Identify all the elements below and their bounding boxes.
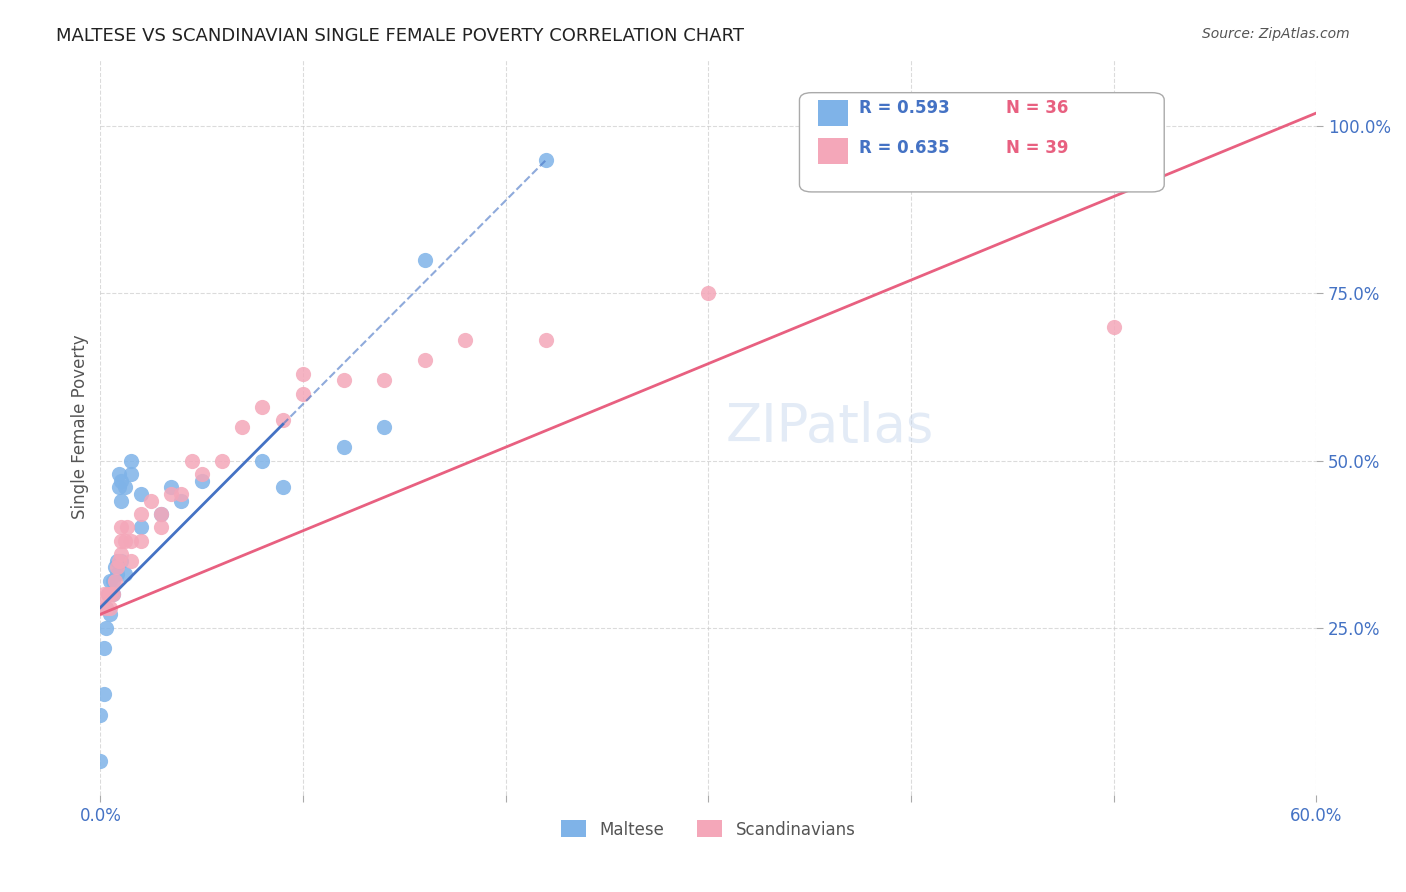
Point xyxy=(107,480,129,494)
Point xyxy=(110,554,132,568)
Point xyxy=(129,533,152,548)
Point xyxy=(93,640,115,655)
Point xyxy=(105,567,128,582)
Point xyxy=(129,520,152,534)
Point xyxy=(110,533,132,548)
Point xyxy=(115,520,138,534)
Point xyxy=(150,520,173,534)
Point xyxy=(103,574,125,588)
Point xyxy=(180,453,202,467)
Legend: Maltese, Scandinavians: Maltese, Scandinavians xyxy=(554,814,862,846)
Point xyxy=(100,574,122,588)
Point xyxy=(89,600,111,615)
Point xyxy=(332,440,354,454)
Point xyxy=(170,493,193,508)
Point xyxy=(93,688,115,702)
Point xyxy=(110,493,132,508)
Point xyxy=(105,554,128,568)
Point xyxy=(120,453,142,467)
Point xyxy=(107,467,129,481)
Bar xyxy=(818,138,848,164)
Text: Source: ZipAtlas.com: Source: ZipAtlas.com xyxy=(1202,27,1350,41)
Point xyxy=(160,487,183,501)
Text: N = 39: N = 39 xyxy=(1007,139,1069,157)
Point xyxy=(252,400,274,414)
Point xyxy=(110,520,132,534)
Point xyxy=(101,587,124,601)
Point xyxy=(110,547,132,561)
Point xyxy=(96,621,118,635)
Point xyxy=(129,507,152,521)
Point xyxy=(170,487,193,501)
Point xyxy=(100,587,122,601)
Point xyxy=(373,373,395,387)
Point xyxy=(373,420,395,434)
Y-axis label: Single Female Poverty: Single Female Poverty xyxy=(72,334,89,519)
Point xyxy=(1102,319,1125,334)
Point xyxy=(534,153,557,167)
Point xyxy=(89,754,111,768)
Point xyxy=(332,373,354,387)
Text: R = 0.635: R = 0.635 xyxy=(859,139,949,157)
Point xyxy=(97,587,120,601)
Text: MALTESE VS SCANDINAVIAN SINGLE FEMALE POVERTY CORRELATION CHART: MALTESE VS SCANDINAVIAN SINGLE FEMALE PO… xyxy=(56,27,744,45)
Point xyxy=(110,474,132,488)
Point xyxy=(120,467,142,481)
Point xyxy=(129,487,152,501)
Point xyxy=(114,533,136,548)
Point xyxy=(100,587,122,601)
Point xyxy=(150,507,173,521)
Point xyxy=(139,493,162,508)
Point xyxy=(114,567,136,582)
Point xyxy=(120,533,142,548)
Point xyxy=(101,574,124,588)
Point xyxy=(100,607,122,622)
Point xyxy=(534,333,557,347)
Point xyxy=(252,453,274,467)
Point xyxy=(120,554,142,568)
Point xyxy=(97,587,120,601)
Point xyxy=(211,453,233,467)
Text: N = 36: N = 36 xyxy=(1007,99,1069,117)
Point xyxy=(413,253,436,268)
Point xyxy=(271,480,294,494)
Point xyxy=(190,467,212,481)
Point xyxy=(107,554,129,568)
Bar xyxy=(818,100,848,126)
Point xyxy=(271,413,294,427)
Point xyxy=(89,707,111,722)
Point xyxy=(96,600,118,615)
Point xyxy=(697,286,720,301)
Point xyxy=(160,480,183,494)
Point xyxy=(413,353,436,368)
FancyBboxPatch shape xyxy=(800,93,1164,192)
Point xyxy=(105,560,128,574)
Point xyxy=(291,386,314,401)
Point xyxy=(93,587,115,601)
Point xyxy=(103,560,125,574)
Point xyxy=(291,367,314,381)
Point xyxy=(231,420,253,434)
Point xyxy=(190,474,212,488)
Point xyxy=(101,587,124,601)
Text: R = 0.593: R = 0.593 xyxy=(859,99,950,117)
Point xyxy=(96,600,118,615)
Point xyxy=(100,600,122,615)
Point xyxy=(454,333,477,347)
Point xyxy=(114,480,136,494)
Point xyxy=(150,507,173,521)
Text: ZIPatlas: ZIPatlas xyxy=(725,401,934,453)
